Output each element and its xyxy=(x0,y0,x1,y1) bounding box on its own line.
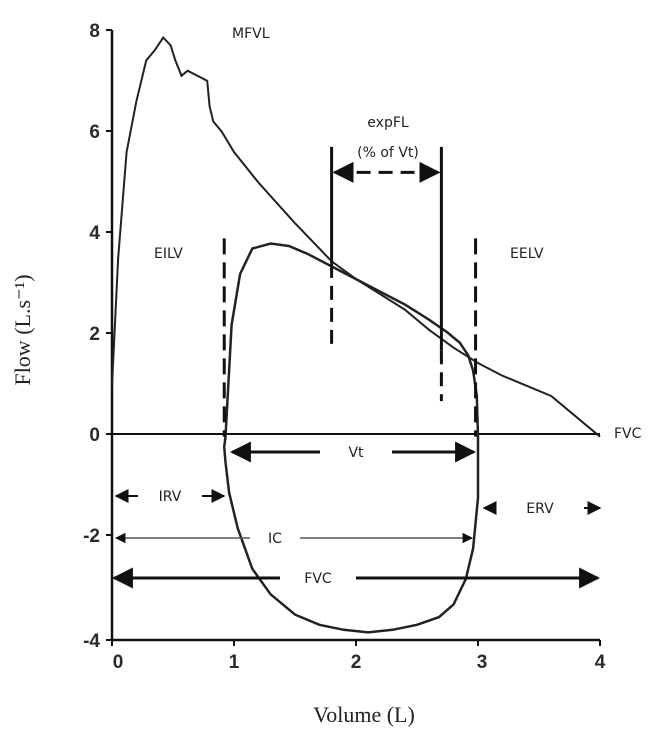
x-tick-label: 4 xyxy=(595,652,606,673)
y-axis-title: Flow (L.s⁻¹) xyxy=(10,274,35,385)
x-tick-label: 1 xyxy=(229,652,240,673)
expfl-sublabel: (% of Vt) xyxy=(357,145,419,161)
ic-label: IC xyxy=(268,531,282,547)
y-tick-label: -2 xyxy=(83,526,100,547)
vt-label: Vt xyxy=(348,445,364,461)
irv-label: IRV xyxy=(159,489,182,505)
eelv-label: EELV xyxy=(510,246,544,262)
y-tick-labels: 8 6 4 2 0 -2 -4 xyxy=(83,21,100,652)
y-tick-label: 8 xyxy=(89,21,100,42)
y-tick-label: 0 xyxy=(89,425,100,446)
mfvl-curve xyxy=(111,36,601,438)
x-tick-labels: 0 1 2 3 4 xyxy=(113,652,606,673)
eilv-label: EILV xyxy=(154,246,183,262)
y-tick-label: 6 xyxy=(89,122,100,143)
erv-label: ERV xyxy=(526,501,554,517)
x-tick-label: 2 xyxy=(351,652,362,673)
x-tick-label: 0 xyxy=(113,652,124,673)
mfvl-label: MFVL xyxy=(232,26,270,42)
x-tick-label: 3 xyxy=(477,652,488,673)
fvc-arrow-label: FVC xyxy=(304,571,332,587)
tidal-loop-curve xyxy=(222,242,480,634)
y-tick-label: -4 xyxy=(83,631,100,652)
x-ticks xyxy=(111,640,601,646)
y-tick-label: 4 xyxy=(89,223,100,244)
x-axis-title: Volume (L) xyxy=(313,702,415,727)
fvc-end-label: FVC xyxy=(614,426,642,442)
y-tick-label: 2 xyxy=(89,324,100,345)
expfl-label: expFL xyxy=(367,115,409,131)
